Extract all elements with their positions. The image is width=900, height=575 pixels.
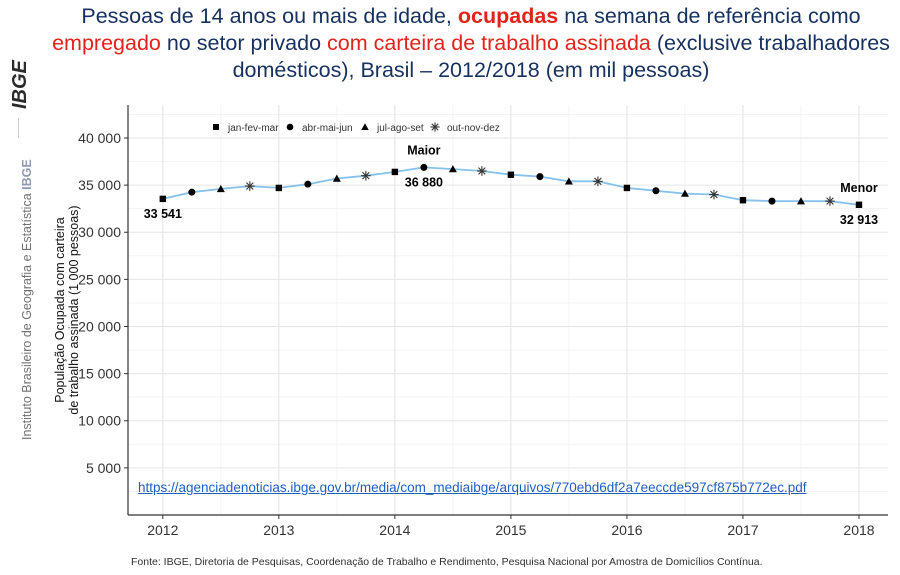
data-point-asterisk [477,166,487,176]
data-point-asterisk [709,189,719,200]
data-point-circle [768,197,776,205]
legend-marker-triangle [361,123,369,130]
data-point-triangle [216,184,225,193]
data-point-asterisk [593,176,603,187]
chart-title: Pessoas de 14 anos ou mais de idade, ocu… [45,3,897,84]
x-tick-label: 2017 [727,522,758,538]
title-part-2: ocupadas [457,4,559,28]
data-point-triangle [796,197,805,205]
legend-label: jan-fev-mar [227,123,279,134]
annotation-label: 33 541 [144,207,182,221]
title-part-6: com carteira de trabalho assinada [327,31,651,55]
sidebar-divider [18,118,19,138]
y-axis-label-line-2: de trabalho assinada (1 000 pessoas) [67,205,81,414]
x-tick-label: 2012 [147,522,178,538]
annotation-label: Maior [407,143,440,157]
data-point-asterisk [245,181,255,191]
ibge-logo: IBGE [9,59,31,109]
data-point-triangle [448,165,457,173]
source-link[interactable]: https://agenciadenoticias.ibge.gov.br/me… [138,480,807,495]
y-tick-label: 20 000 [78,318,121,334]
legend-marker-square [213,124,219,130]
title-part-4: empregado [52,31,161,55]
x-tick-label: 2013 [263,522,294,538]
data-point-asterisk [361,170,371,181]
title-part-3: na semana de referência como [558,4,861,28]
data-point-square [739,196,747,204]
legend-label: abr-mai-jun [302,123,353,134]
data-point-square [159,195,167,203]
source-note: Fonte: IBGE, Diretoria de Pesquisas, Coo… [131,556,763,568]
y-tick-label: 15 000 [78,366,121,382]
y-tick-label: 10 000 [78,413,121,429]
data-point-square [507,171,515,178]
legend-label: jul-ago-set [376,123,424,134]
y-tick-label: 25 000 [78,271,121,287]
y-axis-label-line-1: População Ocupada com carteira [53,217,67,403]
x-tick-label: 2018 [843,522,874,538]
annotation-label: 32 913 [840,213,878,227]
y-tick-label: 5 000 [86,460,121,476]
data-point-circle [188,188,196,196]
data-point-triangle [332,174,341,182]
title-part-5: no setor privado [160,31,327,55]
data-point-circle [420,163,428,171]
legend-marker-asterisk [430,122,440,132]
y-tick-label: 30 000 [78,224,121,240]
legend-marker-circle [286,123,294,131]
title-part-7: (exclusive trabalhadores domésticos), Br… [232,31,890,82]
x-tick-label: 2015 [495,522,526,538]
data-point-circle [536,173,544,181]
title-part-1: Pessoas de 14 anos ou mais de idade, [81,4,458,28]
ibge-logo-text: IBGE [9,59,31,109]
data-point-square [391,168,399,176]
legend-label: out-nov-dez [447,123,500,134]
data-point-square [275,184,283,192]
data-point-triangle [564,177,573,185]
y-tick-label: 35 000 [78,177,121,193]
x-tick-label: 2016 [611,522,642,538]
annotation-label: 36 880 [405,175,443,189]
sidebar: IBGE Instituto Brasileiro de Geografia e… [0,0,40,575]
data-point-square [855,201,863,208]
data-point-square [623,184,631,192]
data-point-asterisk [825,196,835,206]
data-point-triangle [680,189,689,197]
x-tick-label: 2014 [379,522,410,538]
data-point-circle [304,180,312,188]
y-tick-label: 40 000 [78,130,121,146]
data-point-circle [652,187,660,195]
annotation-label: Menor [840,181,878,195]
